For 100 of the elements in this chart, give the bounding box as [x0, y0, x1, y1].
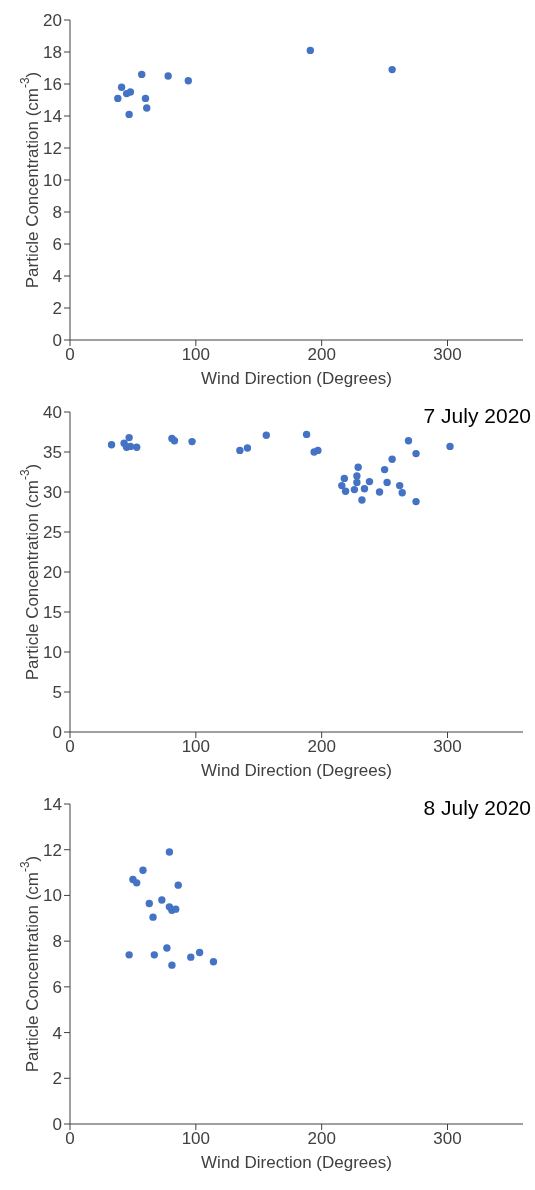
y-tick-label: 25: [43, 523, 62, 543]
point: [195, 948, 204, 957]
x-tick-label: 200: [307, 345, 336, 365]
annotation: 7 July 2020: [423, 404, 531, 428]
point: [380, 465, 389, 474]
point: [143, 104, 151, 112]
point: [139, 866, 147, 874]
y-tick-label: 16: [43, 75, 62, 95]
point: [412, 497, 420, 506]
point: [125, 951, 133, 959]
point: [306, 46, 315, 55]
point: [107, 441, 116, 449]
y-tick-label: 2: [52, 299, 62, 319]
x-tick-label: 200: [307, 1129, 336, 1149]
y-tick-label: 20: [43, 11, 62, 31]
y-tick-label: 10: [43, 886, 62, 906]
y-tick-label: 35: [43, 443, 62, 463]
point: [353, 478, 361, 487]
y-tick-label: 4: [52, 1023, 62, 1043]
y-tick-label: 18: [43, 43, 62, 63]
point: [164, 72, 172, 80]
point: [360, 485, 369, 493]
point: [350, 485, 359, 494]
y-tick-label: 12: [43, 840, 62, 860]
annotation: 8 July 2020: [423, 796, 531, 820]
point: [117, 83, 126, 91]
point: [302, 430, 311, 439]
point: [365, 477, 374, 486]
point: [138, 70, 146, 79]
point: [126, 88, 135, 96]
point: [149, 913, 157, 921]
x-axis-title: Wind Direction (Degrees): [201, 1153, 392, 1172]
x-tick-label: 0: [65, 345, 75, 365]
y-tick-label: 15: [43, 603, 62, 623]
y-tick-label: 14: [43, 795, 62, 815]
point: [168, 961, 176, 969]
y-tick-label: 0: [52, 723, 62, 743]
point: [125, 110, 133, 119]
point: [209, 958, 218, 966]
point: [314, 446, 322, 455]
y-tick-label: 0: [52, 1115, 62, 1135]
point: [236, 446, 244, 455]
point: [145, 899, 153, 908]
point: [404, 437, 413, 445]
x-tick-label: 100: [181, 1129, 211, 1149]
point: [158, 896, 166, 904]
point: [383, 478, 391, 487]
point: [188, 437, 196, 446]
point: [174, 881, 182, 889]
y-tick-label: 4: [52, 267, 62, 287]
point: [338, 481, 346, 490]
point: [163, 944, 171, 952]
y-tick-label: 40: [43, 403, 62, 423]
y-tick-label: 14: [43, 107, 62, 127]
x-tick-label: 100: [181, 737, 211, 757]
y-tick-label: 10: [43, 171, 62, 191]
point: [341, 487, 350, 495]
point: [353, 472, 361, 480]
y-tick-label: 8: [52, 932, 62, 952]
y-tick-label: 10: [43, 643, 62, 663]
y-tick-label: 8: [52, 203, 62, 223]
point: [114, 94, 122, 103]
point: [388, 455, 396, 463]
x-tick-label: 300: [433, 737, 462, 757]
y-tick-label: 0: [52, 331, 62, 351]
point: [446, 442, 454, 451]
y-tick-label: 2: [52, 1069, 62, 1089]
y-tick-label: 30: [43, 483, 62, 503]
x-tick-label: 100: [181, 345, 211, 365]
point: [262, 431, 270, 439]
point: [150, 951, 159, 959]
point: [388, 65, 396, 74]
point: [141, 94, 150, 103]
x-tick-label: 300: [433, 345, 462, 365]
x-axis-title: Wind Direction (Degrees): [201, 369, 392, 388]
point: [165, 848, 174, 856]
y-tick-label: 6: [52, 977, 62, 997]
x-tick-label: 0: [65, 1129, 75, 1149]
point: [340, 474, 349, 483]
point: [398, 489, 406, 497]
x-axis-title: Wind Direction (Degrees): [201, 761, 392, 780]
x-tick-label: 0: [65, 737, 75, 757]
y-tick-label: 5: [52, 683, 62, 703]
point: [375, 488, 384, 496]
point: [187, 953, 195, 961]
point: [184, 77, 192, 85]
y-tick-label: 12: [43, 139, 62, 159]
x-tick-label: 300: [433, 1129, 462, 1149]
point: [358, 496, 366, 504]
point: [395, 481, 404, 490]
point: [172, 905, 180, 913]
point: [412, 449, 420, 458]
x-tick-label: 200: [307, 737, 336, 757]
point: [354, 463, 362, 471]
y-tick-label: 6: [52, 235, 62, 255]
point: [132, 443, 141, 451]
point: [243, 444, 252, 452]
y-tick-label: 20: [43, 563, 62, 583]
point: [132, 879, 141, 887]
point: [125, 433, 133, 442]
